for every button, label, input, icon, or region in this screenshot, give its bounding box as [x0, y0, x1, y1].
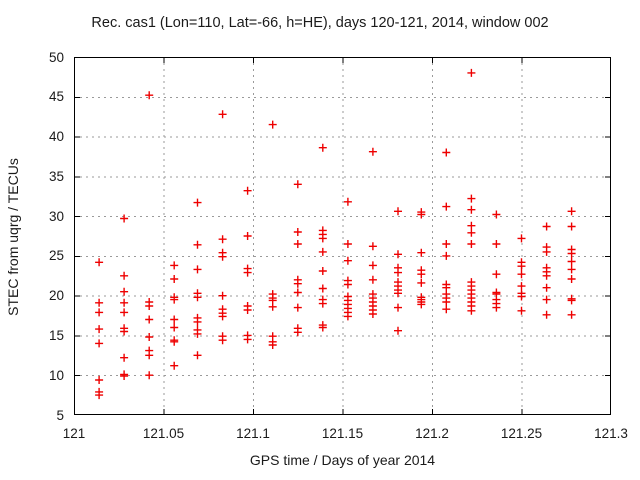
x-tick-label: 121 — [62, 426, 86, 441]
y-tick-label: 20 — [48, 288, 64, 304]
x-tick-label: 121.2 — [415, 426, 449, 441]
gridlines — [74, 57, 611, 415]
y-tick-label: 50 — [48, 49, 64, 65]
x-tick-label: 121.05 — [142, 426, 185, 441]
y-tick-label: 45 — [48, 89, 64, 105]
y-tick-label: 5 — [56, 407, 64, 423]
y-tick-label: 10 — [48, 367, 64, 383]
x-tick-label: 121.15 — [321, 426, 364, 441]
y-tick-label: 15 — [48, 327, 64, 343]
plot-area — [74, 57, 612, 416]
x-tick-label: 121.1 — [236, 426, 270, 441]
chart-title: Rec. cas1 (Lon=110, Lat=-66, h=HE), days… — [91, 15, 549, 31]
y-tick-label: 25 — [48, 248, 64, 264]
x-tick-label: 121.3 — [594, 426, 628, 441]
scatter-points — [95, 68, 576, 400]
y-axis-label: STEC from uqrg / TECUs — [5, 158, 21, 316]
x-tick-label: 121.25 — [500, 426, 543, 441]
axis-ticks — [74, 57, 612, 416]
plot-canvas — [74, 57, 612, 416]
plot-border — [74, 57, 611, 415]
x-axis-label: GPS time / Days of year 2014 — [249, 452, 436, 468]
y-tick-label: 30 — [48, 208, 64, 224]
y-tick-label: 35 — [48, 168, 64, 184]
y-tick-label: 40 — [48, 129, 64, 145]
